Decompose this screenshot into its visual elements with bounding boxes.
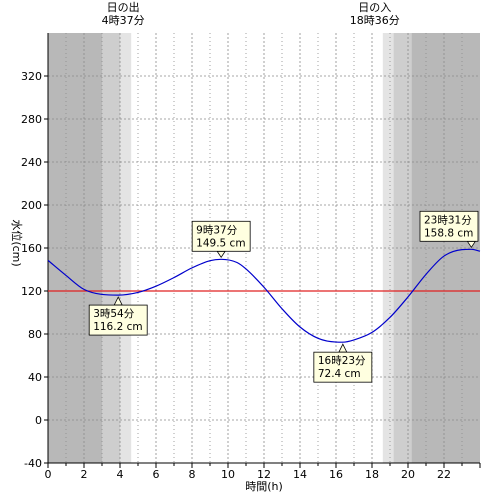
y-tick-label: 320 (21, 70, 42, 83)
annotation-value: 72.4 cm (318, 368, 361, 380)
y-tick-label: 120 (21, 285, 42, 298)
annotation-box (313, 351, 373, 383)
annotation-value: 158.8 cm (424, 227, 473, 239)
annotation-time: 16時23分 (318, 355, 366, 367)
x-tick-label: 20 (401, 468, 415, 481)
y-tick-label: -40 (24, 457, 42, 470)
y-axis-label: 水位(cm) (10, 219, 24, 266)
y-tick-label: 200 (21, 199, 42, 212)
y-tick-label: 240 (21, 156, 42, 169)
series-group (47, 248, 481, 343)
tide-line (47, 248, 481, 343)
annotation-time: 23時31分 (424, 214, 472, 226)
y-tick-label: 0 (35, 414, 42, 427)
x-axis-label: 時間(h) (245, 480, 283, 493)
sunset-label: 日の入 (358, 1, 391, 14)
y-tick-label: 160 (21, 242, 42, 255)
x-tick-label: 12 (257, 468, 271, 481)
x-tick-label: 2 (81, 468, 88, 481)
x-tick-label: 8 (189, 468, 196, 481)
y-tick-label: 280 (21, 113, 42, 126)
annotation-box (419, 210, 479, 242)
y-tick-label: 80 (28, 328, 42, 341)
annotation-box (88, 304, 148, 336)
x-tick-label: 18 (365, 468, 379, 481)
annotation-box (191, 220, 251, 252)
x-tick-label: 22 (437, 468, 451, 481)
twilight-band-evening-2 (393, 33, 412, 463)
twilight-band-morning-1 (102, 33, 121, 463)
sunrise-time: 4時37分 (102, 14, 145, 27)
x-tick-label: 14 (293, 468, 307, 481)
x-tick-label: 6 (153, 468, 160, 481)
sunrise-label: 日の出 (107, 0, 140, 14)
x-tick-label: 4 (117, 468, 124, 481)
x-tick-label: 10 (221, 468, 235, 481)
annotation-time: 3時54分 (93, 308, 135, 320)
x-tick-label: 16 (329, 468, 343, 481)
annotation-time: 9時37分 (196, 224, 238, 236)
x-tick-label: 0 (45, 468, 52, 481)
sunset-time: 18時36分 (350, 14, 400, 27)
annotation-value: 149.5 cm (196, 237, 245, 249)
y-tick-label: 40 (28, 371, 42, 384)
annotation-value: 116.2 cm (93, 321, 142, 333)
